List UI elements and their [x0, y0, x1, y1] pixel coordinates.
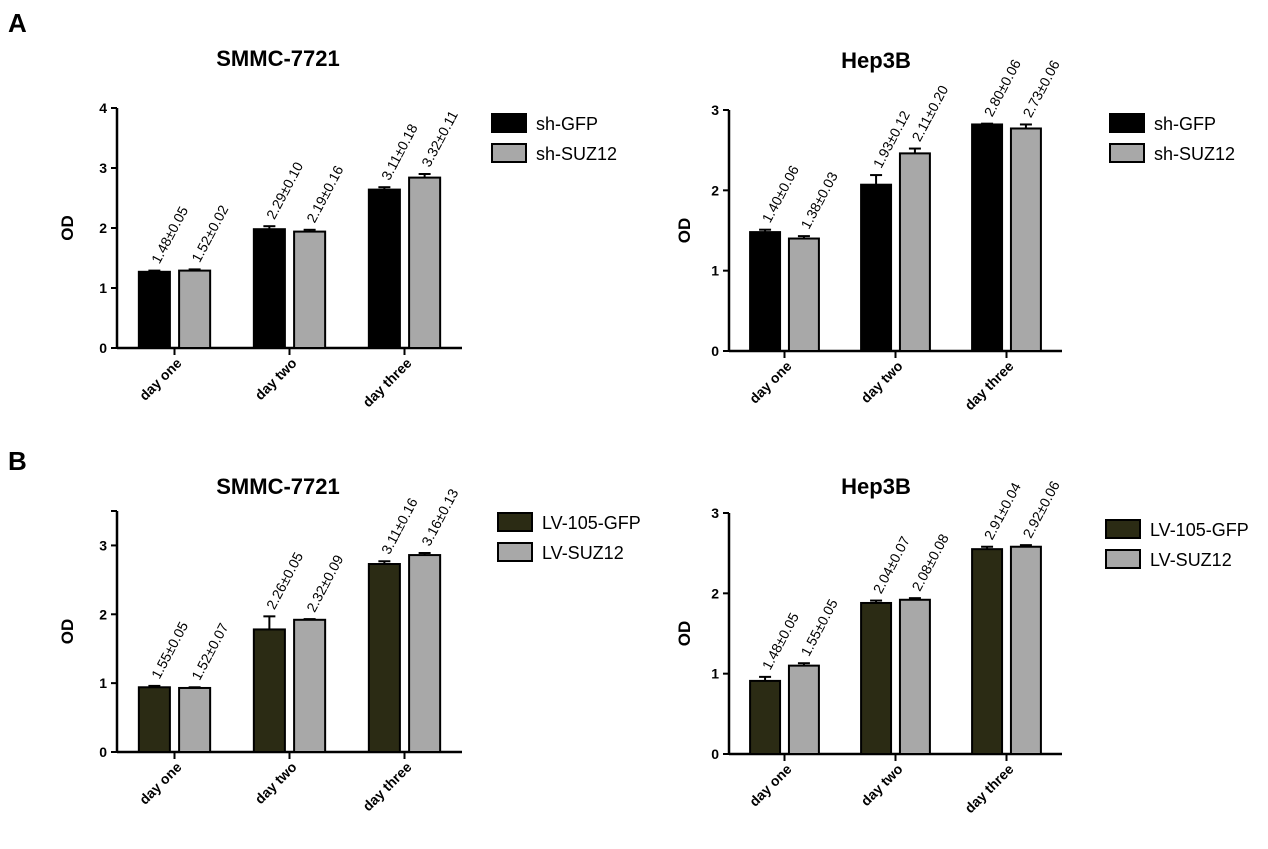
bar-control — [137, 686, 171, 754]
data-label: 1.48±0.05 — [759, 610, 802, 673]
bar-control — [749, 679, 782, 755]
bar-suz12 — [898, 598, 931, 756]
data-label: 2.92±0.06 — [1019, 478, 1062, 541]
chart-title: Hep3B — [841, 48, 911, 73]
legend-label: sh-SUZ12 — [1154, 144, 1235, 164]
legend-label: sh-GFP — [536, 114, 598, 134]
bar-control — [860, 601, 893, 755]
y-tick-label: 3 — [711, 102, 719, 118]
bar-control — [252, 228, 286, 349]
y-tick-label: 3 — [711, 505, 719, 521]
bar-control — [971, 123, 1004, 352]
y-axis-label: OD — [675, 621, 694, 647]
chart-title: Hep3B — [841, 474, 911, 499]
legend-swatch — [1109, 143, 1145, 163]
bar-control — [749, 231, 782, 353]
bar-suz12 — [408, 554, 442, 753]
bar-suz12 — [293, 230, 327, 350]
y-tick-label: 2 — [99, 606, 107, 622]
y-axis-label: OD — [58, 619, 77, 645]
panel-label-a: A — [8, 8, 27, 38]
bar-control — [367, 188, 401, 349]
legend-label: LV-105-GFP — [542, 513, 641, 533]
legend-label: sh-SUZ12 — [536, 144, 617, 164]
y-tick-label: 2 — [99, 220, 107, 236]
x-tick-label: day three — [961, 761, 1016, 816]
legend-swatch — [491, 143, 527, 163]
chart-title: SMMC-7721 — [216, 46, 339, 71]
y-tick-label: 1 — [711, 666, 719, 682]
y-tick-label: 4 — [99, 100, 107, 116]
y-tick-label: 0 — [711, 343, 719, 359]
legend-label: LV-SUZ12 — [1150, 550, 1232, 570]
legend-swatch — [497, 542, 533, 562]
data-label: 1.55±0.05 — [797, 596, 840, 659]
y-tick-label: 1 — [711, 263, 719, 279]
y-tick-label: 0 — [711, 746, 719, 762]
y-tick-label: 1 — [99, 280, 107, 296]
y-axis-label: OD — [675, 218, 694, 244]
bar-suz12 — [898, 152, 931, 352]
x-tick-label: day two — [857, 761, 905, 809]
bar-suz12 — [293, 618, 327, 754]
bar-control — [971, 548, 1004, 756]
legend-swatch — [1105, 519, 1141, 539]
y-tick-label: 2 — [711, 182, 719, 198]
y-tick-label: 1 — [99, 675, 107, 691]
data-label: 2.08±0.08 — [908, 531, 951, 594]
panel-label-b: B — [8, 446, 27, 476]
data-label: 2.04±0.07 — [870, 533, 913, 596]
data-label: 2.91±0.04 — [981, 480, 1024, 543]
y-tick-label: 0 — [99, 744, 107, 760]
y-tick-label: 3 — [99, 160, 107, 176]
legend-swatch — [1105, 549, 1141, 569]
y-tick-label: 0 — [99, 340, 107, 356]
bar-control — [860, 183, 893, 352]
legend-label: LV-SUZ12 — [542, 543, 624, 563]
bar-suz12 — [178, 269, 212, 350]
y-tick-label: 2 — [711, 585, 719, 601]
legend-label: LV-105-GFP — [1150, 520, 1249, 540]
bar-suz12 — [1009, 545, 1042, 755]
x-tick-label: day one — [746, 761, 795, 810]
y-axis-label: OD — [58, 215, 77, 241]
legend-swatch — [497, 512, 533, 532]
y-tick-label: 3 — [99, 537, 107, 553]
legend-swatch — [491, 113, 527, 133]
bar-suz12 — [787, 664, 820, 756]
legend-swatch — [1109, 113, 1145, 133]
bar-control — [252, 628, 286, 753]
chart-title: SMMC-7721 — [216, 474, 339, 499]
legend-label: sh-GFP — [1154, 114, 1216, 134]
bar-control — [367, 563, 401, 754]
